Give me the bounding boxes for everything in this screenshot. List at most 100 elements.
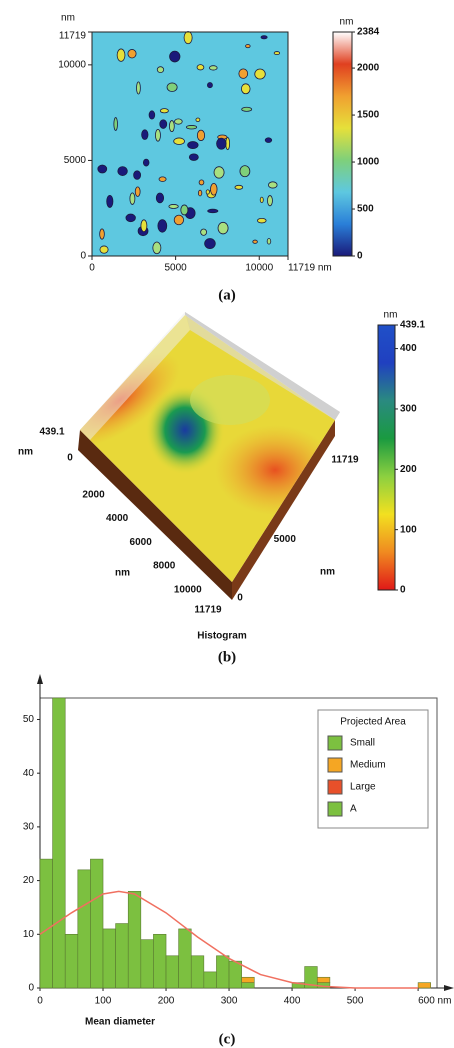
- colorbar-tick-label: 1500: [357, 110, 380, 121]
- axis-tick-label: 4000: [106, 513, 129, 524]
- texture: [174, 138, 185, 145]
- bar: [317, 977, 330, 982]
- texture: [207, 83, 212, 88]
- colorbar-label: nm: [340, 17, 354, 28]
- axis-tick-label: 11719: [331, 455, 359, 466]
- texture: [160, 109, 168, 113]
- axis-tick-label: 10000: [174, 584, 202, 595]
- texture: [242, 107, 252, 111]
- bar: [242, 977, 255, 982]
- texture: [169, 121, 174, 132]
- texture: [142, 130, 148, 140]
- texture: [261, 36, 267, 39]
- colorbar-label: nm: [384, 310, 398, 321]
- texture: [181, 205, 188, 215]
- axis-tick-label: 439.1: [39, 427, 64, 438]
- y-tick-label: 11719: [59, 31, 87, 42]
- texture: [100, 246, 108, 253]
- y-tick-label: 20: [23, 875, 35, 886]
- x-tick-label: 11719 nm: [288, 263, 332, 274]
- bar: [179, 929, 192, 988]
- legend-swatch: [328, 780, 342, 794]
- texture: [175, 119, 183, 124]
- texture: [167, 83, 177, 92]
- texture: [208, 209, 218, 213]
- bar: [116, 924, 129, 988]
- colorbar-tick-label: 1000: [357, 157, 380, 168]
- figure: 050001000011719 nm050001000011719nmnm050…: [0, 0, 454, 1048]
- bar: [216, 956, 229, 988]
- texture: [196, 118, 200, 122]
- x-tick-label: 0: [37, 996, 43, 1007]
- texture: [160, 120, 167, 129]
- colorbar-tick-label: 0: [357, 251, 363, 262]
- texture: [201, 229, 207, 235]
- bar: [103, 929, 116, 988]
- texture: [240, 166, 250, 177]
- axis-tick-label: 5000: [274, 534, 297, 545]
- colorbar-tick-label: 439.1: [400, 320, 425, 331]
- bar: [90, 859, 103, 988]
- texture: [169, 204, 178, 208]
- y-tick-label: 30: [23, 822, 35, 833]
- x-tick-label: 5000: [164, 263, 187, 274]
- bar: [78, 870, 91, 988]
- texture: [241, 84, 250, 94]
- texture: [206, 190, 209, 194]
- texture: [235, 185, 243, 189]
- caption: (a): [218, 287, 236, 303]
- texture: [170, 51, 180, 62]
- axis-tick-label: 2000: [82, 489, 105, 500]
- texture: [214, 167, 224, 178]
- colorbar-tick-label: 300: [400, 404, 417, 415]
- bar: [418, 983, 431, 988]
- texture: [184, 32, 192, 44]
- x-tick-label: 0: [89, 263, 95, 274]
- z-axis-label: nm: [18, 447, 33, 458]
- bar: [53, 698, 66, 988]
- bar: [40, 859, 53, 988]
- texture: [153, 242, 161, 254]
- texture: [149, 111, 155, 119]
- texture: [197, 130, 204, 141]
- x-tick-label: 200: [158, 996, 175, 1007]
- texture: [265, 138, 272, 143]
- legend-swatch: [328, 758, 342, 772]
- texture: [267, 239, 271, 245]
- texture: [260, 197, 263, 202]
- texture: [218, 222, 228, 234]
- texture: [134, 171, 141, 180]
- y-tick-label: 0: [80, 251, 86, 262]
- colorbar-tick-label: 2000: [357, 63, 380, 74]
- colorbar: [378, 325, 395, 590]
- bar: [153, 934, 166, 988]
- axis-tick-label: 11719: [194, 605, 222, 616]
- bar: [166, 956, 179, 988]
- arrow-head: [444, 985, 454, 991]
- y-axis-label: nm: [61, 13, 75, 24]
- texture: [197, 65, 204, 70]
- legend-label: Small: [350, 738, 375, 749]
- colorbar-tick-label: 500: [357, 204, 374, 215]
- texture: [135, 187, 140, 197]
- x-tick-label: 10000: [245, 263, 273, 274]
- x-tick-label: 500: [347, 996, 364, 1007]
- y-tick-label: 5000: [64, 155, 87, 166]
- texture: [209, 66, 217, 70]
- texture: [114, 118, 118, 131]
- texture: [107, 195, 113, 207]
- texture: [174, 215, 183, 225]
- bar: [191, 956, 204, 988]
- y-tick-label: 50: [23, 714, 35, 725]
- x-tick-label: 300: [221, 996, 238, 1007]
- legend-title: Projected Area: [340, 717, 406, 728]
- texture: [255, 69, 266, 79]
- texture: [198, 190, 201, 196]
- axis-tick-label: 0: [67, 453, 73, 464]
- y-tick-label: 40: [23, 768, 35, 779]
- texture: [267, 196, 272, 206]
- texture: [188, 142, 199, 149]
- texture: [199, 180, 204, 185]
- caption: (c): [219, 1031, 236, 1047]
- texture: [126, 214, 136, 222]
